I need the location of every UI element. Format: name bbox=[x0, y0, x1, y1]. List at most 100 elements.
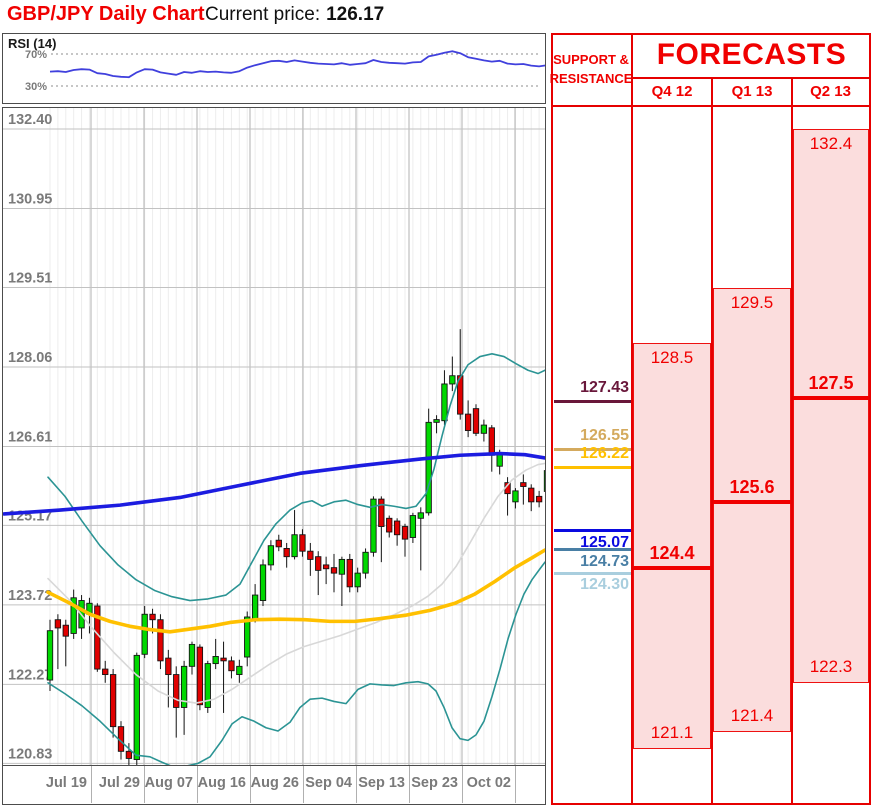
candle bbox=[480, 424, 488, 434]
x-axis-separator bbox=[303, 766, 304, 803]
forecast-median-value: 124.4 bbox=[649, 542, 695, 563]
x-axis-label: Aug 16 bbox=[197, 775, 246, 791]
candle bbox=[472, 408, 480, 434]
rsi-line bbox=[49, 50, 548, 79]
candle bbox=[362, 551, 369, 574]
table-divider-vertical-2 bbox=[711, 77, 713, 805]
candle bbox=[133, 654, 140, 760]
support-resistance-value: 124.30 bbox=[580, 576, 629, 594]
title-bar: GBP/JPY Daily Chart Current price: 126.17 bbox=[0, 0, 873, 31]
candle bbox=[188, 643, 196, 667]
support-resistance-value: 126.22 bbox=[580, 445, 629, 463]
candle bbox=[330, 567, 338, 574]
x-axis-separator bbox=[515, 766, 516, 803]
x-axis-band: Jul 19 Jul 29 Aug 07 Aug 16 Aug 26 Sep 04 Sep … bbox=[2, 766, 546, 805]
forecast-low-value: 121.4 bbox=[730, 706, 774, 726]
candle bbox=[204, 663, 211, 708]
rsi-panel: RSI (14) 70% 30% bbox=[2, 33, 548, 104]
table-divider-header-bottom bbox=[551, 105, 871, 107]
candle bbox=[441, 383, 448, 422]
rsi-plot: 70% 30% bbox=[25, 49, 548, 93]
price-chart-panel: 132.40 130.95 129.51 128.06 126.61 125.17 123.… bbox=[2, 107, 551, 769]
candle bbox=[322, 564, 330, 570]
candle bbox=[449, 375, 456, 385]
support-resistance-line bbox=[554, 529, 631, 533]
candle bbox=[520, 482, 527, 487]
x-axis-label: Sep 23 bbox=[411, 775, 458, 791]
candle bbox=[543, 470, 551, 492]
x-axis-label: Oct 02 bbox=[466, 775, 511, 791]
rsi-indicator-label: RSI (14) bbox=[8, 36, 57, 51]
forecast-median-value: 127.5 bbox=[808, 372, 854, 393]
candle bbox=[528, 487, 535, 503]
x-axis-label: Jul 29 bbox=[98, 775, 140, 791]
support-resistance-value: 124.73 bbox=[580, 552, 629, 570]
x-axis-separator bbox=[91, 766, 92, 803]
y-axis-tick: 120.83 bbox=[8, 746, 52, 762]
y-axis-tick: 123.72 bbox=[8, 588, 52, 604]
forecast-median-line bbox=[792, 395, 870, 400]
x-axis-separator bbox=[250, 766, 251, 803]
candle bbox=[125, 750, 133, 759]
candle bbox=[62, 624, 69, 637]
candle bbox=[315, 556, 322, 571]
forecasts-title: FORECASTS bbox=[656, 38, 847, 71]
candle bbox=[244, 616, 251, 658]
candle bbox=[425, 421, 432, 514]
candle bbox=[409, 515, 417, 538]
candle bbox=[236, 665, 243, 676]
forecast-median-line bbox=[632, 565, 712, 570]
bollinger-lower-line bbox=[47, 561, 546, 769]
candle bbox=[378, 498, 385, 527]
support-resistance-line bbox=[554, 571, 631, 575]
y-axis-tick: 129.51 bbox=[8, 270, 52, 286]
y-axis-tick: 132.40 bbox=[8, 112, 52, 128]
support-resistance-line bbox=[554, 400, 631, 403]
candles bbox=[46, 329, 551, 768]
candle bbox=[54, 619, 62, 629]
support-resistance-line bbox=[554, 466, 631, 470]
forecast-range-box bbox=[713, 288, 791, 733]
page-title: GBP/JPY Daily Chart bbox=[7, 3, 205, 25]
candle bbox=[307, 550, 314, 560]
candle bbox=[535, 495, 543, 503]
current-price-value: 126.17 bbox=[326, 4, 385, 25]
candle bbox=[70, 597, 77, 634]
support-resistance-value: 126.55 bbox=[580, 427, 629, 445]
candle bbox=[283, 547, 290, 558]
support-resistance-line bbox=[554, 448, 631, 452]
candle bbox=[149, 613, 156, 621]
forecast-quarter-q4-12: Q4 12 bbox=[651, 82, 693, 100]
major-gridlines: 132.40130.95129.51128.06126.61125.17123.… bbox=[3, 108, 545, 765]
candle bbox=[299, 534, 306, 552]
x-axis-label: Aug 26 bbox=[250, 775, 299, 791]
forecast-low-value: 121.1 bbox=[650, 722, 694, 742]
candle bbox=[275, 539, 282, 548]
forecast-high-value: 129.5 bbox=[730, 293, 774, 312]
y-axis-tick: 122.27 bbox=[8, 667, 52, 683]
candle bbox=[267, 545, 275, 566]
rsi-gridline-label: 30% bbox=[25, 81, 47, 93]
candle bbox=[157, 619, 164, 662]
sr-header-line1: SUPPORT & bbox=[553, 51, 629, 67]
candle bbox=[338, 558, 346, 575]
forecast-quarter-q2-13: Q2 13 bbox=[810, 82, 851, 100]
candle bbox=[196, 646, 204, 706]
candle bbox=[354, 572, 361, 588]
x-axis-separator bbox=[197, 766, 198, 803]
sr-header-line2: RESISTANCE bbox=[549, 71, 633, 86]
forecast-high-value: 132.4 bbox=[809, 134, 853, 153]
candle bbox=[488, 427, 495, 456]
forecast-median-line bbox=[712, 499, 792, 504]
candle bbox=[393, 520, 401, 536]
candle bbox=[512, 490, 519, 503]
candle bbox=[220, 657, 227, 662]
rsi-gridline-label: 70% bbox=[25, 49, 47, 61]
candle bbox=[346, 558, 353, 588]
minor-vertical-gridlines bbox=[49, 108, 548, 765]
candle bbox=[46, 630, 54, 681]
forecast-range-box bbox=[633, 342, 711, 749]
x-axis-separator bbox=[144, 766, 145, 803]
forecast-panel: SUPPORT & RESISTANCE FORECASTS Q4 12 Q1 … bbox=[549, 33, 871, 805]
